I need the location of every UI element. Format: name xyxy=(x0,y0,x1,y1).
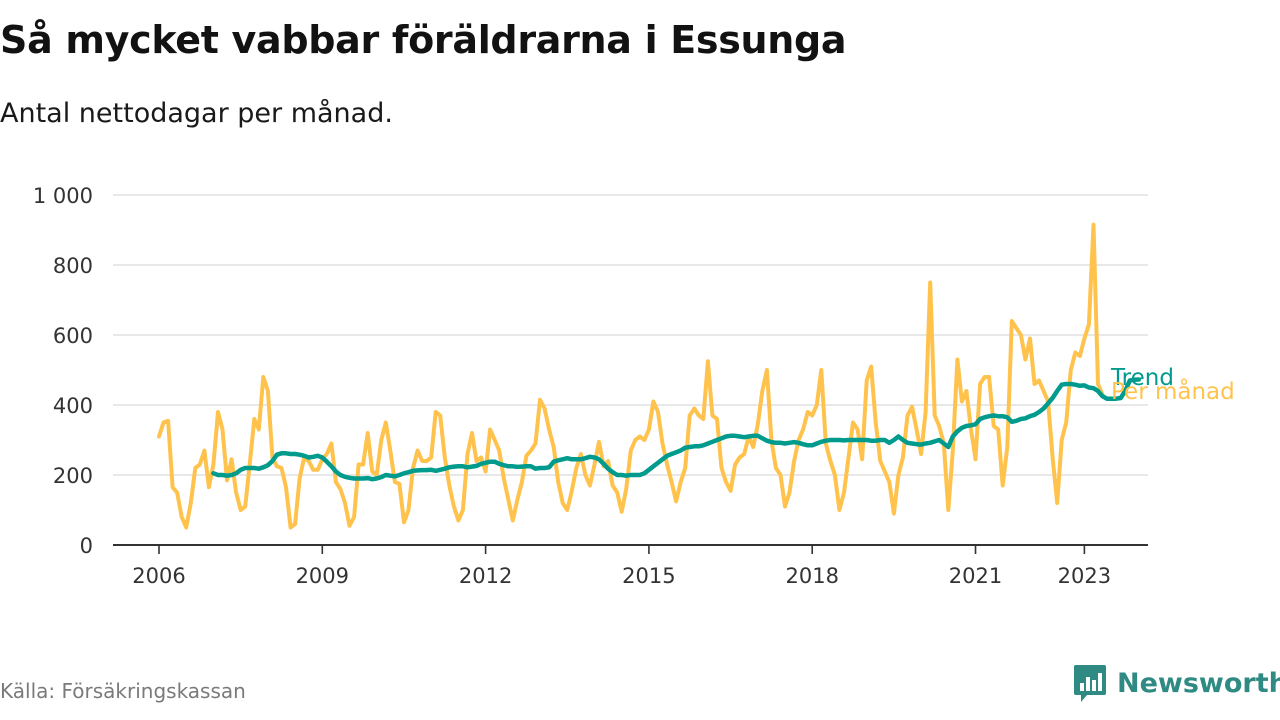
chart-subtitle: Antal nettodagar per månad. xyxy=(0,98,393,129)
chart-title: Så mycket vabbar föräldrarna i Essunga xyxy=(0,18,847,62)
y-tick-label: 1 000 xyxy=(33,184,93,208)
source-note: Källa: Försäkringskassan xyxy=(0,679,246,703)
series-lines xyxy=(157,222,1142,530)
x-axis-ticks: 2006 2009 2012 2015 2018 2021 2023 xyxy=(132,545,1111,588)
y-tick-label: 200 xyxy=(53,464,93,488)
x-tick-label: 2009 xyxy=(296,564,349,588)
brand-logo: Newsworthy xyxy=(1073,662,1280,704)
x-tick-label: 2021 xyxy=(949,564,1002,588)
x-tick-label: 2015 xyxy=(622,564,675,588)
y-tick-label: 800 xyxy=(53,254,93,278)
series-line-monthly xyxy=(157,222,1105,530)
x-tick-label: 2018 xyxy=(785,564,838,588)
x-tick-label: 2012 xyxy=(459,564,512,588)
series-label: Trend xyxy=(1110,365,1174,391)
bar-chart-speech-bubble-icon xyxy=(1074,665,1106,702)
brand-name: Newsworthy xyxy=(1117,667,1280,699)
y-axis-ticks: 0 200 400 600 800 1 000 xyxy=(33,184,93,558)
x-tick-label: 2006 xyxy=(132,564,185,588)
series-label: Per månad xyxy=(1111,377,1235,405)
y-tick-label: 0 xyxy=(80,534,93,558)
series-line-trend xyxy=(211,377,1142,482)
y-tick-label: 400 xyxy=(53,394,93,418)
y-tick-label: 600 xyxy=(53,324,93,348)
gridlines xyxy=(113,194,1148,476)
x-tick-label: 2023 xyxy=(1058,564,1111,588)
